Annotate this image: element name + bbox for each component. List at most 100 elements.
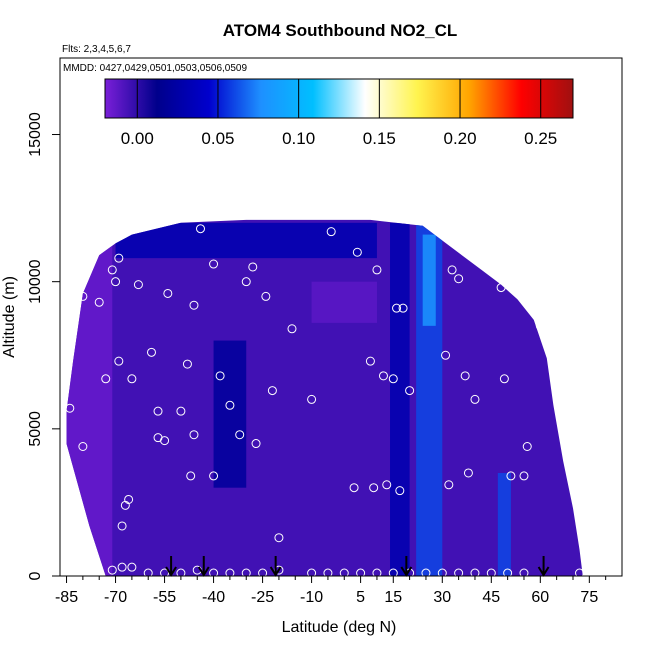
x-tick-label: 15 [384,589,402,606]
sample-point [107,265,117,275]
sample-point [349,483,359,493]
sample-point [186,471,196,481]
x-tick-label: -70 [104,589,127,606]
sample-point [225,400,235,410]
x-tick-label: -25 [251,589,274,606]
sample-point [124,494,134,504]
x-tick-label: 45 [482,589,500,606]
sample-point [114,356,124,366]
sample-point [267,386,277,396]
chart-title: ATOM4 Southbound NO2_CL [223,21,458,40]
x-tick-label: 5 [356,589,365,606]
field-band [115,222,377,259]
colorbar-tick-label: 0.25 [524,129,557,148]
dates-annotation: MMDD: 0427,0429,0501,0503,0506,0509 [63,63,247,74]
colorbar-gradient [104,78,574,119]
sample-point [101,374,111,384]
sample-point [215,371,225,381]
sample-point [369,483,379,493]
sample-point [287,324,297,334]
sample-point [365,356,375,366]
sample-point [117,562,127,572]
field-band [311,281,377,323]
sample-points [65,224,585,578]
sample-point [392,303,402,313]
colorbar-tick-label: 0.20 [443,129,476,148]
sample-point [395,486,405,496]
sample-point [326,227,336,237]
y-tick-label: 10000 [27,259,44,304]
sample-point [575,568,585,578]
sample-point [235,430,245,440]
sample-point [189,300,199,310]
field-band [390,222,410,576]
sample-point [114,253,124,263]
sample-point [352,247,362,257]
x-axis-label: Latitude (deg N) [282,619,397,636]
sample-point [127,374,137,384]
sample-point [441,350,451,360]
sample-point [496,283,506,293]
sample-point [133,280,143,290]
x-axis: -85 -70 -55 -40 -25 -10 5 15 30 45 60 75 [55,576,607,606]
sample-point [454,274,464,284]
x-tick-label: -10 [300,589,323,606]
y-tick-label: 0 [27,571,44,580]
arrow-marker [165,556,177,577]
sample-point [111,277,121,287]
sample-point [261,291,271,301]
sample-point [241,277,251,287]
sample-point [460,371,470,381]
field-band [422,234,436,326]
colorbar-tick-label: 0.10 [282,129,315,148]
colorbar-tick-label: 0.15 [363,129,396,148]
sample-point [248,262,258,272]
sample-point [434,227,444,237]
flights-annotation: Flts: 2,3,4,5,6,7 [62,44,131,55]
sample-point [163,288,173,298]
colorbar: 0.00 0.05 0.10 0.15 0.20 0.25 [104,78,574,148]
sample-point [372,265,382,275]
sample-point [470,394,480,404]
sample-point [189,430,199,440]
x-tick-label: 75 [580,589,598,606]
y-tick-label: 5000 [27,411,44,447]
sample-point [463,468,473,478]
colorbar-tick-label: 0.00 [121,129,154,148]
sample-point [274,533,284,543]
sample-point [160,436,170,446]
sample-point [251,439,261,449]
sample-point [378,371,388,381]
sample-point [307,394,317,404]
arrow-marker [197,556,210,577]
y-axis: 0 5000 10000 15000 [27,112,60,580]
x-tick-label: -40 [202,589,225,606]
sample-point [522,442,532,451]
sample-point [78,291,88,301]
arrow-marker [537,556,550,577]
y-axis-label: Altitude (m) [1,276,18,358]
sample-point [388,374,398,384]
sample-point [153,406,163,416]
sample-point [78,442,88,451]
sample-point [209,471,219,481]
x-tick-label: 30 [433,589,451,606]
arrow-marker [400,556,413,577]
x-tick-label: 60 [531,589,549,606]
sample-point [499,374,509,384]
sample-point [209,259,219,269]
sample-point [176,406,186,416]
sample-point [182,359,192,369]
sample-point [107,565,117,575]
x-tick-label: -55 [153,589,176,606]
sample-point [535,321,545,331]
sample-point [519,471,529,481]
arrow-markers [165,556,550,577]
sample-point [146,347,156,357]
y-tick-label: 15000 [27,112,44,157]
sample-point [65,403,75,413]
sample-point [506,471,516,481]
sample-point [405,386,415,396]
